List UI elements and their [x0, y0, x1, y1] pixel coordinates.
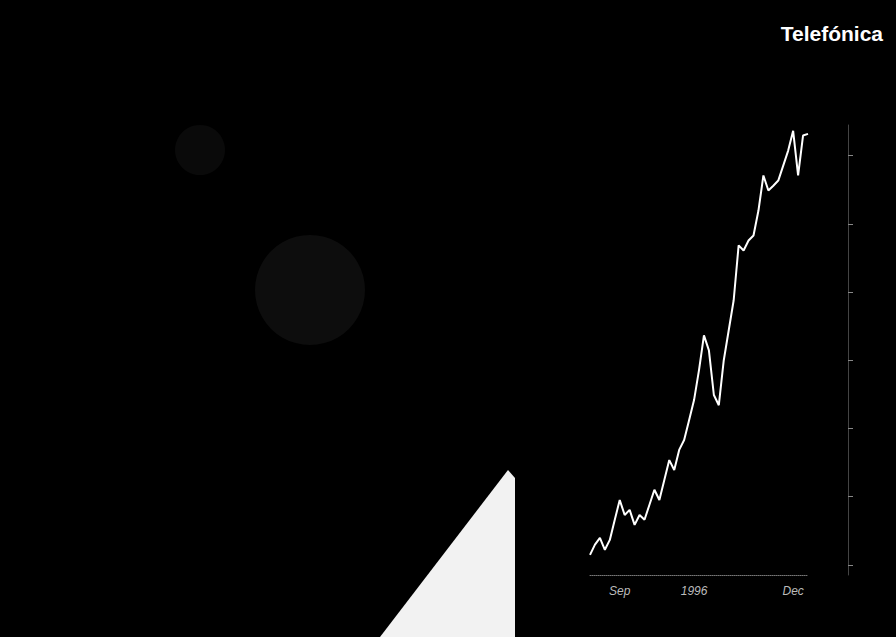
svg-text:1996: 1996: [681, 584, 708, 598]
svg-text:Sep: Sep: [609, 584, 631, 598]
svg-text:Telefónica: Telefónica: [781, 22, 884, 45]
svg-text:Dec: Dec: [782, 584, 803, 598]
